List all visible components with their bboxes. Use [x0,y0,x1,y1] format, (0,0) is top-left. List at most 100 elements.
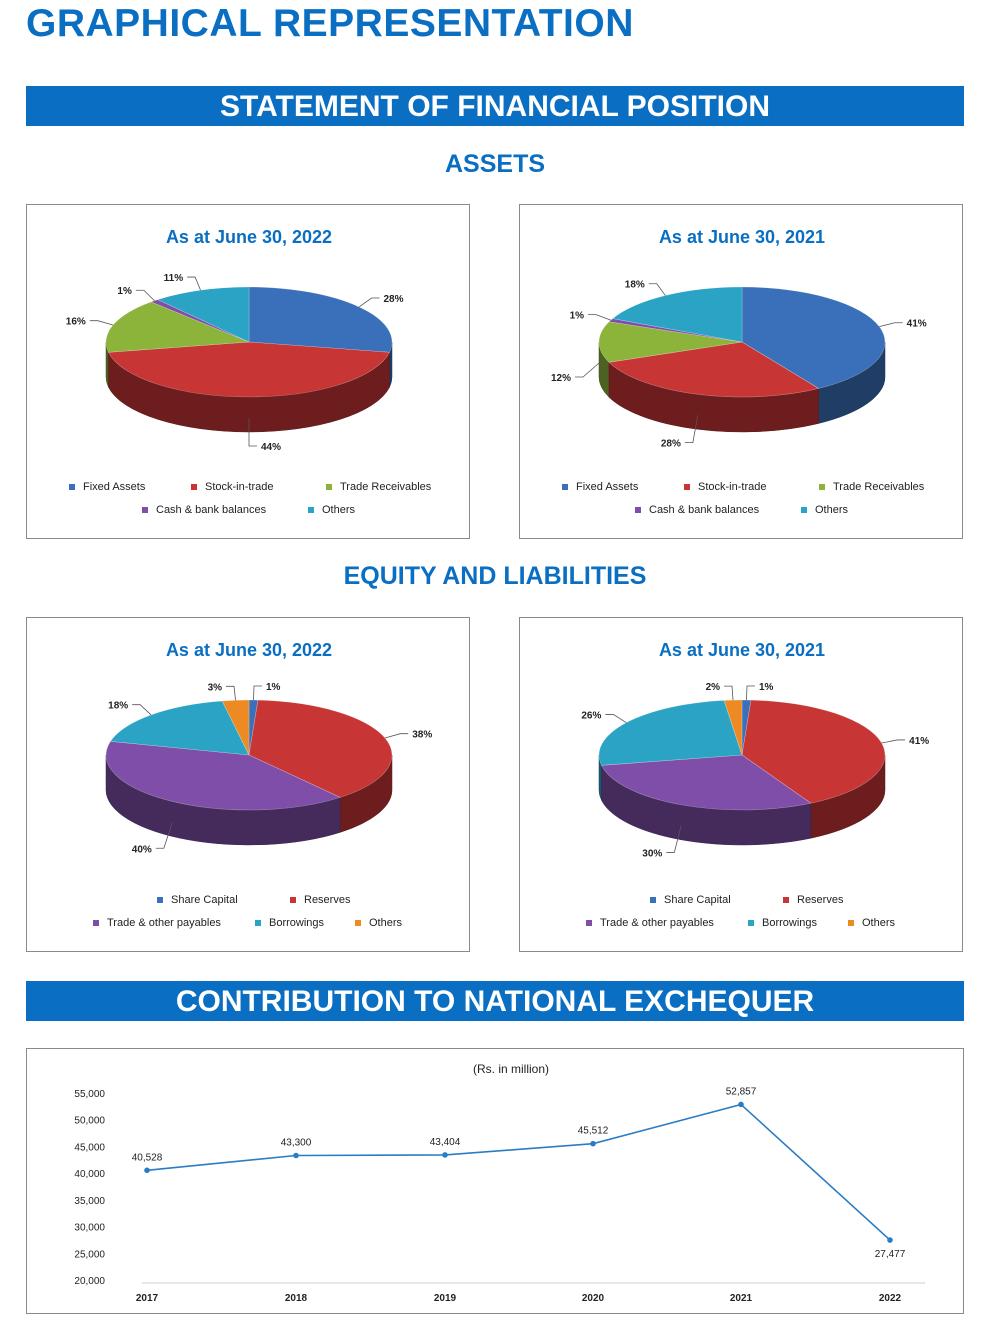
pie-leader-line [253,685,262,701]
legend-swatch-reserves [290,897,296,903]
x-tick-label: 2018 [285,1293,308,1304]
legend-label-share-capital: Share Capital [664,894,731,906]
legend-swatch-reserves [783,897,789,903]
legend-swatch-others [355,920,361,926]
pie-leader-line [135,289,155,302]
pie-leader-line [605,714,627,724]
legend-label-trade-receivables: Trade Receivables [340,481,432,493]
data-label: 43,404 [430,1137,461,1148]
legend-label-others: Others [815,504,849,516]
equity-liabilities-heading: EQUITY AND LIABILITIES [343,562,647,590]
pie-data-label: 30% [642,848,662,859]
legend-label-others: Others [862,917,896,929]
pie-data-label: 2% [706,682,721,693]
exchequer-chart-panel: (Rs. in million) 20,000 25,000 30,000 35,000… [26,1048,964,1314]
legend-swatch-share-capital [157,897,163,903]
pie-leader-line [684,415,699,444]
pie-slice-reserves [741,699,886,804]
pie-slice-fixed-assets [248,286,393,353]
legend-label-reserves: Reserves [304,894,351,906]
legend-swatch-borrowings [748,920,754,926]
legend-swatch-trade-receivables [819,484,825,490]
legend-swatch-share-capital [650,897,656,903]
pie-chart-title: As at June 30, 2022 [166,227,332,247]
assets-2022-chart-panel: As at June 30, 2022 28% 44% 16% 1% 11% Fixed A… [26,204,470,539]
equity-2021-pie-chart: As at June 30, 2021 1% 41% 30% 26% 2% Share Ca… [581,640,929,929]
pie-leader-line [132,704,152,716]
x-tick-label: 2022 [879,1293,902,1304]
data-label: 45,512 [578,1126,609,1137]
legend-swatch-trade-and-other-payables [93,920,99,926]
y-tick-label: 30,000 [74,1223,105,1234]
assets-2021-chart-panel: As at June 30, 2021 41% 28% 12% 1% 18% Fixed A… [519,204,963,539]
line-chart-title: (Rs. in million) [473,1062,549,1076]
y-tick-label: 45,000 [74,1142,105,1153]
data-point [144,1167,150,1174]
assets-2021-pie-chart: As at June 30, 2021 41% 28% 12% 1% 18% Fixed A… [551,227,927,516]
pie-slice-others [611,286,743,343]
legend-label-fixed-assets: Fixed Assets [576,481,639,493]
pie-data-label: 18% [108,701,128,712]
exchequer-line-chart: (Rs. in million) 20,000 25,000 30,000 35,000… [74,1062,925,1304]
legend-swatch-fixed-assets [69,484,75,490]
y-tick-label: 50,000 [74,1116,105,1127]
pie-leader-line [879,322,903,328]
y-tick-label: 25,000 [74,1249,105,1260]
pie-data-label: 3% [208,682,223,693]
pie-leader-line [187,276,201,291]
pie-leader-line [746,685,755,701]
pie-data-label: 28% [661,439,681,450]
pie-data-label: 1% [117,286,132,297]
legend-swatch-fixed-assets [562,484,568,490]
legend-label-others: Others [322,504,356,516]
pie-leader-line [588,314,611,321]
legend-swatch-others [801,507,807,513]
y-tick-label: 20,000 [74,1276,105,1287]
x-tick-label: 2019 [434,1293,457,1304]
x-tick-label: 2021 [730,1293,753,1304]
page-title: GRAPHICAL REPRESENTATION [26,2,634,45]
data-label: 27,477 [875,1249,906,1260]
pie-data-label: 44% [261,442,281,453]
legend-label-trade-and-other-payables: Trade & other payables [107,917,221,929]
legend-label-stock-in-trade: Stock-in-trade [698,481,766,493]
pie-slice-trade-receivables [598,321,743,363]
legend-label-borrowings: Borrowings [762,917,818,929]
data-point [293,1152,299,1159]
pie-data-label: 41% [907,319,927,330]
pie-chart-title: As at June 30, 2021 [659,227,825,247]
equity-2021-chart-panel: As at June 30, 2021 1% 41% 30% 26% 2% Share Ca… [519,617,963,952]
legend-label-cash-and-bank-balances: Cash & bank balances [156,504,267,516]
legend-label-fixed-assets: Fixed Assets [83,481,146,493]
pie-leader-line [89,320,114,326]
pie-data-label: 1% [266,682,281,693]
pie-leader-line [575,362,600,378]
pie-slice-borrowings [598,700,743,766]
data-point [887,1237,893,1243]
pie-slice-trade-and-other-payables [105,741,341,811]
data-point [738,1101,744,1108]
legend-swatch-trade-receivables [326,484,332,490]
data-label: 40,528 [132,1152,163,1163]
assets-heading: ASSETS [444,150,546,178]
legend-label-borrowings: Borrowings [269,917,325,929]
y-tick-label: 35,000 [74,1196,105,1207]
pie-slice-stock-in-trade [108,341,390,398]
legend-swatch-trade-and-other-payables [586,920,592,926]
pie-leader-line [666,825,682,853]
pie-slice-fixed-assets [741,286,886,389]
y-tick-label: 55,000 [74,1089,105,1100]
pie-chart-title: As at June 30, 2021 [659,640,825,660]
pie-leader-line [648,283,666,296]
legend-label-trade-and-other-payables: Trade & other payables [600,917,714,929]
pie-slice-reserves [248,699,393,798]
data-label: 52,857 [726,1086,757,1097]
pie-data-label: 1% [759,682,774,693]
data-point [590,1140,596,1147]
x-tick-label: 2020 [582,1293,605,1304]
assets-2022-pie-chart: As at June 30, 2022 28% 44% 16% 1% 11% Fixed A… [66,227,432,516]
pie-chart-title: As at June 30, 2022 [166,640,332,660]
equity-2022-pie-chart: As at June 30, 2022 1% 38% 40% 18% 3% Share Ca… [93,640,432,929]
financial-position-banner: STATEMENT OF FINANCIAL POSITION [26,86,964,126]
legend-swatch-cash-and-bank-balances [635,507,641,513]
